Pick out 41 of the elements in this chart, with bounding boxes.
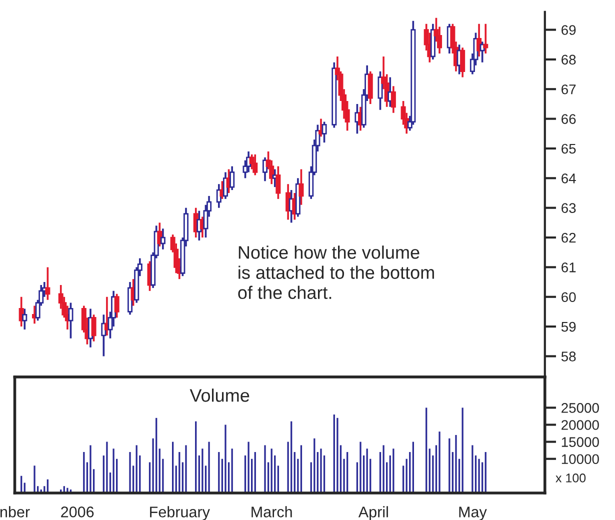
y-tick-label: 62 [562,232,576,243]
candlestick [22,308,28,330]
x-tick-label: 2006 [61,506,94,518]
y-tick-label: 64 [562,173,576,184]
y-tick-label: 59 [561,322,576,332]
x-tick-label: February [150,506,210,520]
y-tick-label: 65 [562,144,576,154]
y-tick-label: 63 [562,203,576,214]
y-tick-label: 20000 [562,420,599,430]
candlestick [68,302,74,340]
text: Volume [190,388,250,402]
y-tick-label: 67 [562,84,576,94]
candlestick [252,154,258,176]
candlestick [298,168,304,206]
y-tick-label: 68 [562,54,576,65]
y-tick-label: 69 [562,25,576,35]
candlestick [230,165,235,191]
candlestick [160,228,166,250]
candlestick [276,165,281,200]
candlestick [368,70,373,105]
x-tick-label: May [459,506,487,520]
candlestick [114,292,120,319]
y-tick-label: 15000 [562,437,599,447]
text: x 100 [556,474,586,482]
y-tick-label: 58 [561,352,576,362]
y-tick-label: 61 [562,262,576,272]
y-tick-label: 10000 [562,454,599,464]
candlestick [390,85,396,114]
annotation: Notice how the volume is attached to the bottom of the chart. [238,246,434,300]
y-tick-label: 66 [562,114,576,124]
candlestick [460,46,466,78]
x-tick-label: March [252,506,292,518]
y-tick-label: 25000 [562,403,599,413]
candlestick [91,314,96,342]
candlestick [483,22,488,54]
x-tick-label: nber [0,506,30,518]
y-tick-label: 60 [562,292,576,302]
x-tick-label: April [358,506,388,520]
candlestick [378,70,383,111]
candlestick [45,266,50,301]
candlestick [322,120,327,144]
